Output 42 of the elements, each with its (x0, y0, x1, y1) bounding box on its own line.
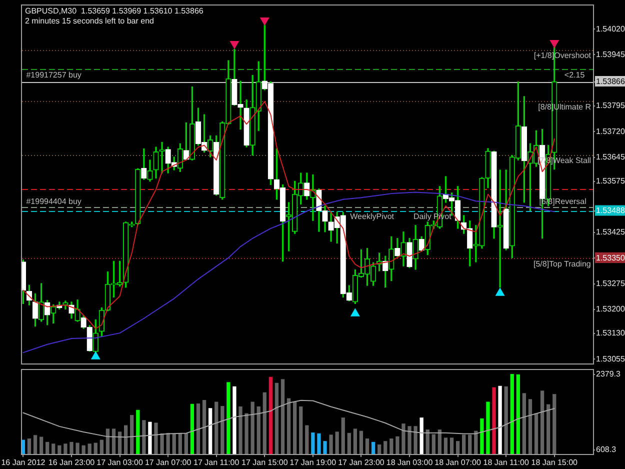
annotation: #19917257 buy (26, 70, 82, 80)
x-tick-label: 17 Jan 23:00 (338, 458, 385, 468)
point (496, 288, 504, 296)
y-tick-label: 1.53055 (596, 354, 625, 364)
y-tick-label: 1.53488 (596, 206, 625, 216)
annotation: #19994404 buy (26, 197, 82, 206)
x-tick-label: 18 Jan 11:00 (483, 458, 530, 468)
x-tick-label: 17 Jan 15:00 (242, 458, 288, 468)
y-tick-label: 2379.3 (596, 370, 622, 379)
x-tick-label: 16 Jan 23:00 (48, 458, 96, 468)
annotation: WeeklyPivot (350, 212, 395, 222)
y-tick-label: 1.53350 (596, 253, 625, 262)
x-tick-label: 17 Jan 11:00 (194, 458, 240, 468)
y-tick-label: 1.53200 (596, 304, 625, 314)
point (260, 17, 270, 26)
y-tick-label: 1.53795 (596, 101, 625, 110)
y-tick-label: 1.53720 (596, 126, 625, 136)
point (350, 308, 360, 316)
annotation: <2.15 (564, 70, 586, 80)
x-tick-label: 17 Jan 07:00 (144, 458, 192, 468)
x-tick-label: 17 Jan 03:00 (96, 458, 144, 468)
chart-title: GBPUSD,M30 1.53659 1.53969 1.53610 1.53866 (25, 6, 204, 16)
x-tick-label: 18 Jan 03:00 (386, 458, 434, 468)
y-tick-label: 1.53425 (596, 228, 625, 237)
point (91, 352, 100, 360)
y-tick-label: 1.53645 (596, 152, 625, 162)
y-tick-label: 1.53575 (596, 176, 625, 186)
x-tick-label: 18 Jan 07:00 (434, 458, 482, 468)
y-tick-label: 1.53130 (596, 328, 625, 338)
x-tick-label: 17 Jan 19:00 (290, 458, 337, 468)
text: 2 minutes 15 seconds left to bar end (25, 16, 154, 26)
y-tick-label: 1.53275 (596, 279, 625, 288)
y-tick-label: 1.53945 (596, 50, 625, 59)
x-tick-label: 16 Jan 2012 (1, 458, 46, 468)
point (550, 40, 559, 48)
annotation: [5/8]Top Trading (533, 259, 591, 268)
y-tick-label: 608.3 (596, 445, 617, 454)
point (230, 41, 239, 49)
candlestick (159, 142, 165, 174)
y-tick-label: 1.54020 (596, 24, 625, 34)
y-tick-label: 1.53866 (596, 76, 625, 86)
x-tick-label: 18 Jan 15:00 (531, 458, 578, 468)
